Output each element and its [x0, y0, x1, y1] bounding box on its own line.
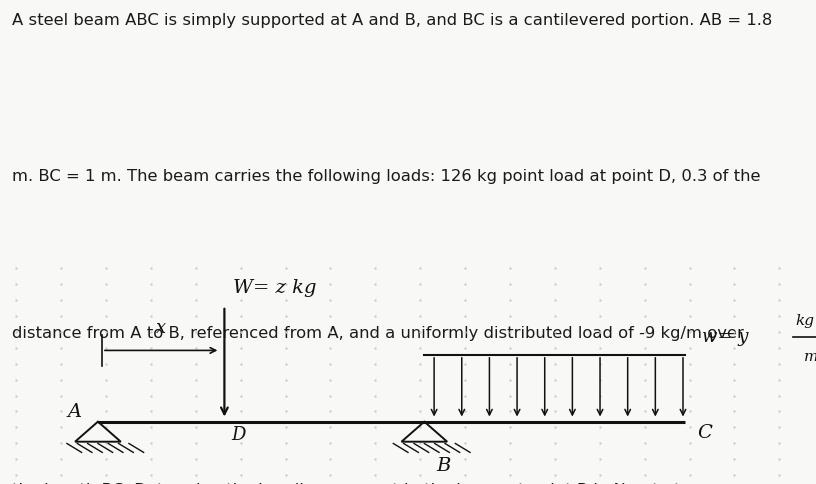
Text: A steel beam ABC is simply supported at A and B, and BC is a cantilevered portio: A steel beam ABC is simply supported at …	[12, 13, 773, 28]
Text: w= y: w= y	[702, 328, 748, 346]
Text: W= z kg: W= z kg	[233, 279, 316, 297]
Text: kg: kg	[796, 314, 814, 328]
Text: A: A	[68, 403, 82, 421]
Text: B: B	[437, 457, 451, 475]
Text: m. BC = 1 m. The beam carries the following loads: 126 kg point load at point D,: m. BC = 1 m. The beam carries the follow…	[12, 169, 761, 184]
Text: x: x	[156, 319, 166, 337]
Text: distance from A to B, referenced from A, and a uniformly distributed load of -9 : distance from A to B, referenced from A,…	[12, 326, 744, 341]
Text: the length BC. Determine the bending moment in the beam at point B in N m to two: the length BC. Determine the bending mom…	[12, 483, 704, 484]
Text: D: D	[231, 426, 246, 444]
Text: C: C	[698, 424, 712, 442]
Text: m: m	[804, 350, 816, 364]
